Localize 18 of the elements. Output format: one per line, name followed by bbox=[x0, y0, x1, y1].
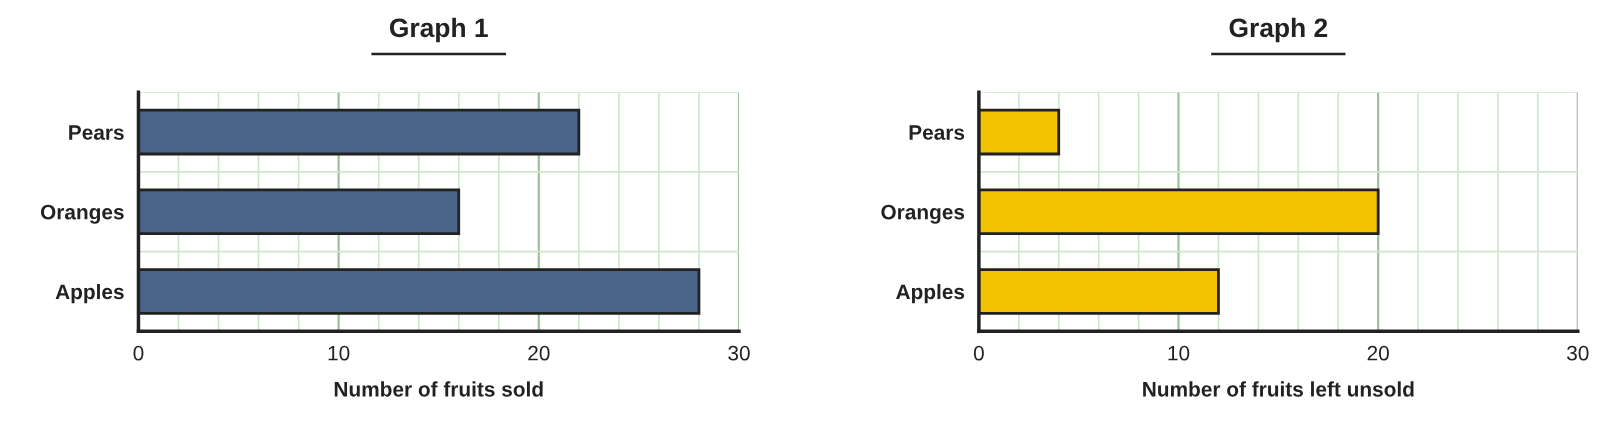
x-tick-label: 20 bbox=[528, 345, 550, 361]
y-tick-label: Apples bbox=[896, 283, 965, 304]
y-tick-label: Oranges bbox=[40, 204, 124, 224]
x-tick-label: 10 bbox=[1168, 345, 1190, 361]
x-axis-title: Number of fruits sold bbox=[334, 381, 543, 397]
x-tick-label: 10 bbox=[328, 345, 350, 361]
y-tick-label: Oranges bbox=[881, 204, 965, 224]
x-tick-label: 0 bbox=[133, 345, 144, 361]
y-tick-label: Pears bbox=[909, 125, 965, 140]
x-tick-label: 0 bbox=[973, 345, 984, 361]
x-axis-title: Number of fruits left unsold bbox=[1143, 381, 1414, 397]
x-tick-label: 30 bbox=[1567, 345, 1589, 361]
y-tick-label: Pears bbox=[69, 125, 124, 140]
x-tick-label: 20 bbox=[1367, 345, 1389, 361]
chart-title: Graph 2 bbox=[1229, 17, 1328, 43]
y-tick-label: Apples bbox=[55, 283, 124, 304]
x-tick-label: 30 bbox=[728, 345, 750, 361]
chart-title: Graph 1 bbox=[389, 17, 488, 43]
